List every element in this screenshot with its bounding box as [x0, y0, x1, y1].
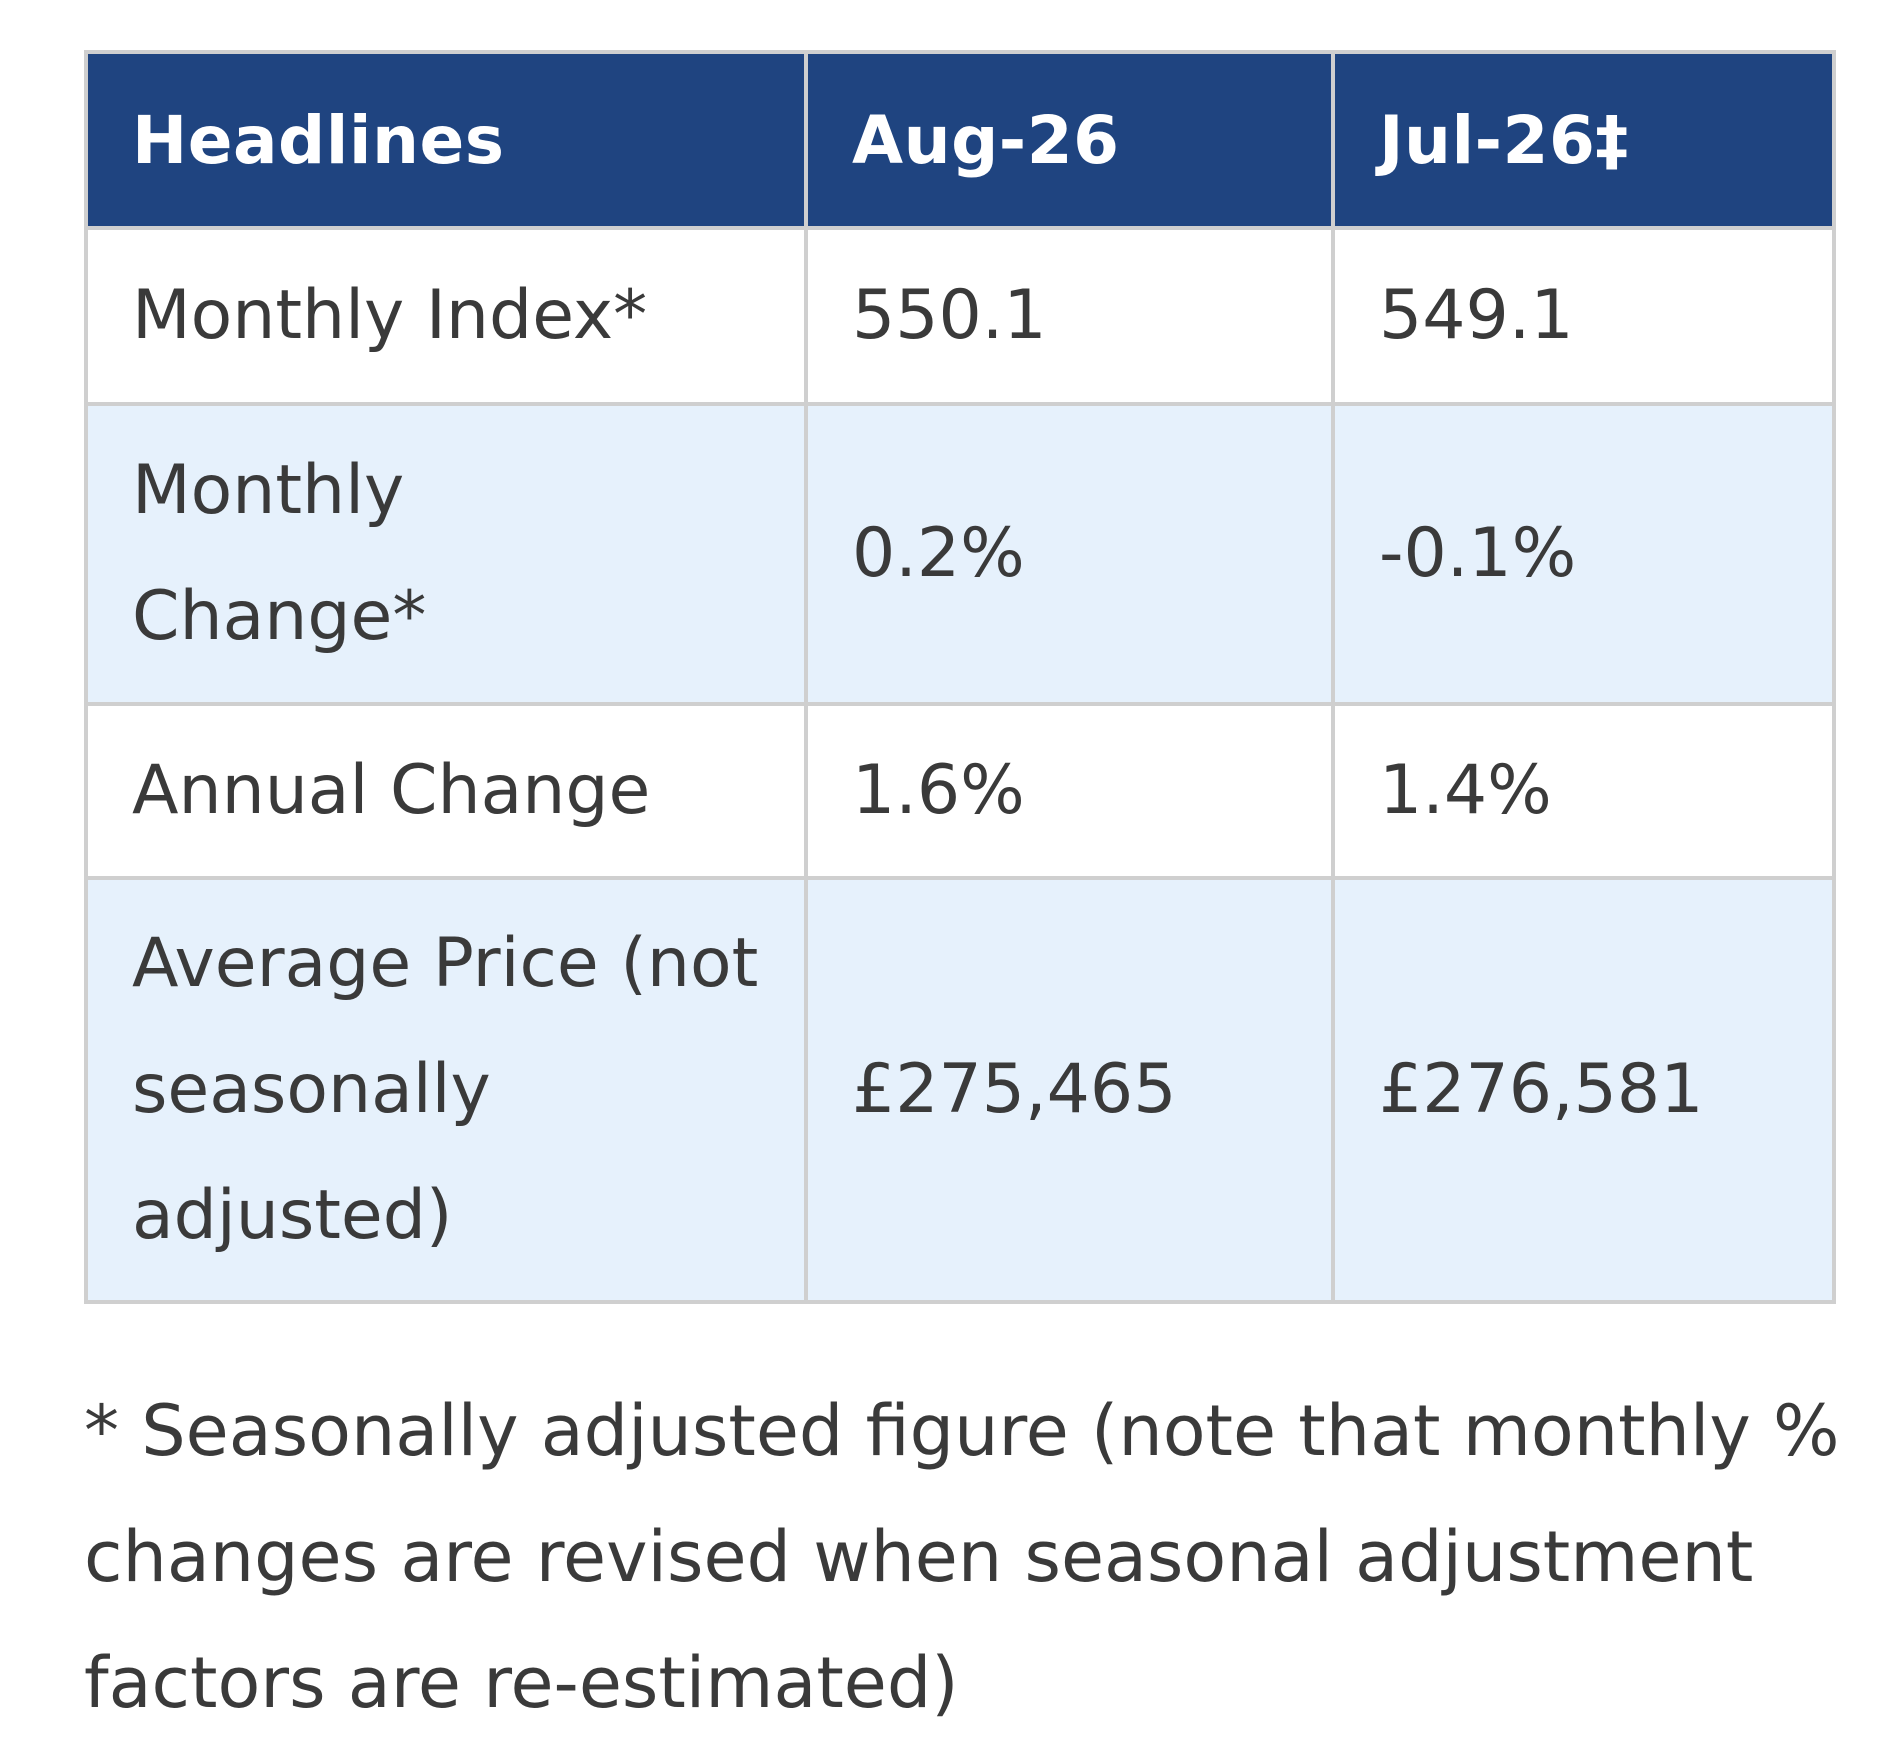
row-label-annual-change: Annual Change — [84, 702, 808, 880]
table-row: Annual Change 1.6% 1.4% — [84, 702, 1836, 880]
row-label-monthly-change: Monthly Change* — [84, 402, 808, 706]
row-label-monthly-index: Monthly Index* — [84, 226, 808, 406]
header-aug-26: Aug-26 — [804, 50, 1335, 230]
cell-aug-average-price: £275,465 — [804, 876, 1335, 1304]
cell-jul-annual-change: 1.4% — [1331, 702, 1836, 880]
cell-aug-annual-change: 1.6% — [804, 702, 1335, 880]
row-label-average-price: Average Price (not seasonally adjusted) — [84, 876, 808, 1304]
table-row: Average Price (not seasonally adjusted) … — [84, 876, 1836, 1304]
header-headlines: Headlines — [84, 50, 808, 230]
headlines-table-container: Headlines Aug-26 Jul-26‡ Monthly Index* … — [84, 50, 1836, 1304]
table-body: Monthly Index* 550.1 549.1 Monthly Chang… — [84, 226, 1836, 1304]
cell-aug-monthly-index: 550.1 — [804, 226, 1335, 406]
headlines-table: Headlines Aug-26 Jul-26‡ Monthly Index* … — [84, 50, 1836, 1304]
cell-aug-monthly-change: 0.2% — [804, 402, 1335, 706]
table-header: Headlines Aug-26 Jul-26‡ — [84, 50, 1836, 230]
table-row: Monthly Index* 550.1 549.1 — [84, 226, 1836, 406]
table-row: Monthly Change* 0.2% -0.1% — [84, 402, 1836, 706]
header-row: Headlines Aug-26 Jul-26‡ — [84, 50, 1836, 230]
footnote-seasonally-adjusted: * Seasonally adjusted figure (note that … — [84, 1390, 1840, 1724]
header-jul-26: Jul-26‡ — [1331, 50, 1836, 230]
cell-jul-average-price: £276,581 — [1331, 876, 1836, 1304]
cell-jul-monthly-change: -0.1% — [1331, 402, 1836, 706]
cell-jul-monthly-index: 549.1 — [1331, 226, 1836, 406]
